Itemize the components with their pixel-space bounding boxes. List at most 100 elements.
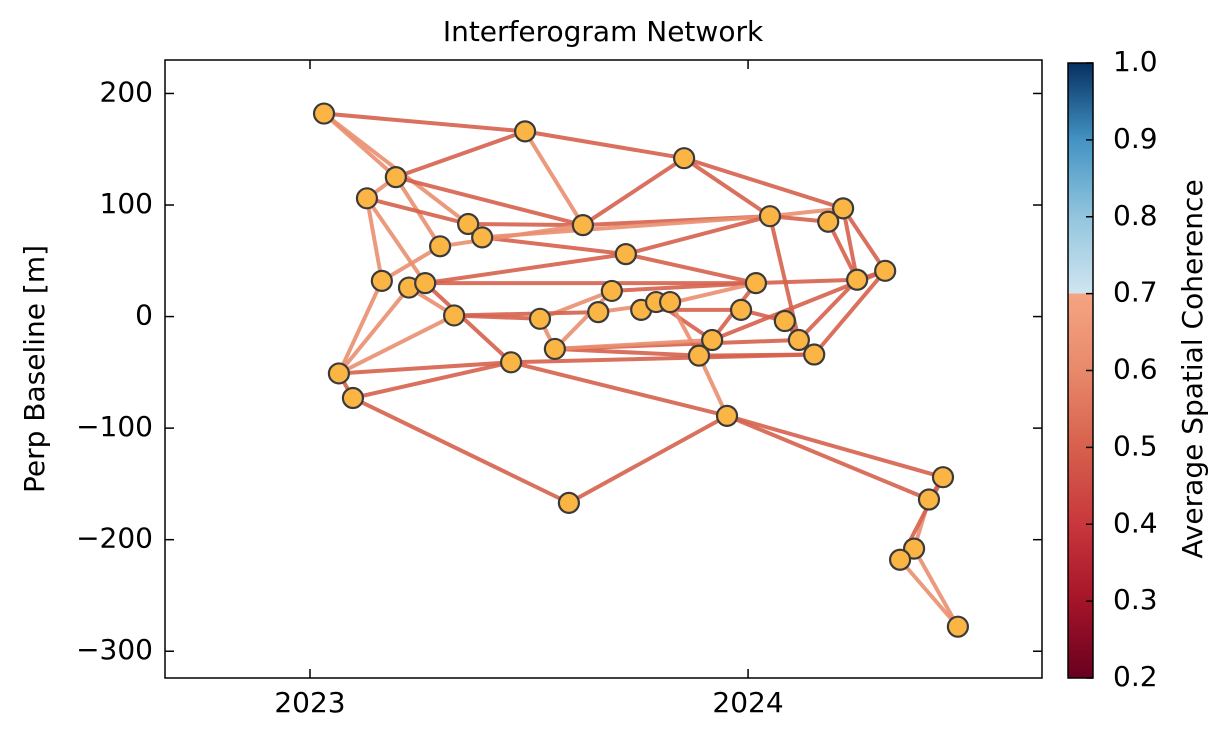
acquisition-node bbox=[443, 304, 466, 327]
colorbar-tick-label: 0.2 bbox=[1113, 660, 1158, 693]
y-tick-label: 0 bbox=[135, 299, 153, 332]
acquisition-node bbox=[499, 351, 523, 374]
acquisition-node bbox=[701, 328, 724, 352]
acquisition-node bbox=[384, 166, 407, 189]
interferogram-edge bbox=[322, 111, 528, 134]
colorbar-tick-label: 0.5 bbox=[1113, 429, 1158, 462]
x-tick-label: 2024 bbox=[712, 686, 783, 719]
acquisition-node bbox=[874, 259, 897, 282]
interferogram-edge bbox=[552, 337, 715, 351]
interferogram-edge bbox=[480, 235, 628, 257]
colorbar-tick-label: 0.7 bbox=[1113, 276, 1158, 309]
interferogram-edge bbox=[438, 223, 585, 249]
interferogram-edge bbox=[509, 352, 817, 365]
interferogram-edge bbox=[898, 557, 960, 629]
acquisition-node bbox=[715, 404, 739, 427]
acquisition-node bbox=[557, 491, 580, 514]
acquisition-node bbox=[457, 212, 480, 236]
acquisition-node bbox=[658, 290, 682, 314]
acquisition-node bbox=[832, 197, 855, 220]
interferogram-edge bbox=[509, 360, 730, 418]
interferogram-edge bbox=[466, 221, 585, 228]
interferogram-edge bbox=[364, 196, 384, 283]
acquisition-node bbox=[614, 243, 637, 266]
interferogram-edge bbox=[364, 196, 428, 286]
colorbar-tick-label: 0.3 bbox=[1113, 583, 1158, 616]
acquisition-node bbox=[673, 147, 696, 170]
interferogram-edge bbox=[812, 268, 888, 357]
interferogram-edge bbox=[364, 196, 471, 226]
acquisition-node bbox=[773, 309, 796, 333]
acquisition-node bbox=[513, 120, 537, 143]
acquisition-node bbox=[931, 466, 955, 489]
acquisition-node bbox=[600, 279, 623, 303]
acquisition-node bbox=[846, 268, 869, 291]
interferogram-edge bbox=[566, 413, 730, 505]
interferogram-edge bbox=[452, 310, 601, 318]
interferogram-edge bbox=[725, 413, 931, 502]
y-tick-label: 200 bbox=[100, 75, 153, 108]
acquisition-node bbox=[587, 301, 610, 324]
y-axis-label: Perp Baseline [m] bbox=[18, 245, 51, 493]
interferogram-edge bbox=[796, 277, 860, 342]
acquisition-node bbox=[817, 210, 840, 233]
interferogram-edge bbox=[523, 129, 687, 161]
acquisition-node bbox=[312, 102, 336, 125]
chart-title: Interferogram Network bbox=[443, 15, 764, 48]
interferogram-edge bbox=[379, 244, 443, 283]
interferogram-edge bbox=[423, 252, 628, 286]
interferogram-edge bbox=[336, 285, 412, 376]
acquisition-node bbox=[429, 235, 452, 258]
colorbar-tick-label: 0.9 bbox=[1113, 122, 1158, 155]
interferogram-edge bbox=[912, 546, 960, 629]
acquisition-node bbox=[414, 272, 437, 295]
acquisition-node bbox=[355, 187, 379, 210]
x-tick-label: 2023 bbox=[274, 686, 345, 719]
acquisition-node bbox=[787, 328, 810, 352]
acquisition-node bbox=[803, 343, 826, 366]
acquisition-node bbox=[687, 344, 711, 367]
acquisition-node bbox=[341, 386, 365, 410]
interferogram-edge bbox=[350, 360, 514, 401]
acquisition-node bbox=[327, 362, 351, 385]
colorbar-tick-label: 1.0 bbox=[1113, 45, 1158, 78]
y-tick-label: −200 bbox=[76, 522, 153, 555]
interferogram-edge bbox=[393, 129, 528, 180]
acquisition-node bbox=[888, 548, 912, 571]
interferogram-edge bbox=[623, 252, 758, 286]
acquisition-node bbox=[543, 337, 566, 361]
acquisition-node bbox=[370, 269, 393, 292]
interferogram-edge bbox=[423, 281, 514, 365]
interferogram-edge bbox=[841, 206, 860, 282]
acquisition-node bbox=[917, 488, 941, 511]
interferogram-edge bbox=[623, 214, 772, 257]
colorbar-tick-label: 0.6 bbox=[1113, 353, 1158, 386]
interferogram-edge bbox=[523, 129, 585, 228]
interferogram-edge bbox=[725, 413, 945, 480]
colorbar-tick-label: 0.8 bbox=[1113, 199, 1158, 232]
interferogram-edge bbox=[552, 288, 614, 351]
colorbar-tick-label: 0.4 bbox=[1113, 506, 1158, 539]
interferogram-edge bbox=[682, 156, 846, 211]
acquisition-node bbox=[758, 205, 782, 228]
colorbar-label: Average Spatial Coherence bbox=[1176, 179, 1209, 558]
acquisition-node bbox=[471, 226, 494, 249]
interferogram-edge bbox=[336, 278, 384, 376]
acquisition-node bbox=[528, 307, 552, 330]
acquisition-node bbox=[571, 213, 595, 237]
acquisition-node bbox=[729, 298, 753, 321]
interferogram-edge bbox=[682, 156, 772, 219]
interferogram-edge bbox=[767, 206, 846, 219]
plot-frame bbox=[164, 59, 1043, 679]
interferogram-edge bbox=[336, 313, 457, 376]
y-tick-label: −300 bbox=[76, 633, 153, 666]
acquisition-node bbox=[946, 615, 969, 638]
interferogram-edge bbox=[350, 396, 571, 505]
y-tick-label: 100 bbox=[100, 187, 153, 220]
interferogram-edge bbox=[580, 156, 687, 228]
interferogram-edge bbox=[753, 277, 860, 286]
interferogram-edge bbox=[336, 360, 514, 376]
y-tick-label: −100 bbox=[76, 410, 153, 443]
acquisition-node bbox=[744, 272, 768, 295]
